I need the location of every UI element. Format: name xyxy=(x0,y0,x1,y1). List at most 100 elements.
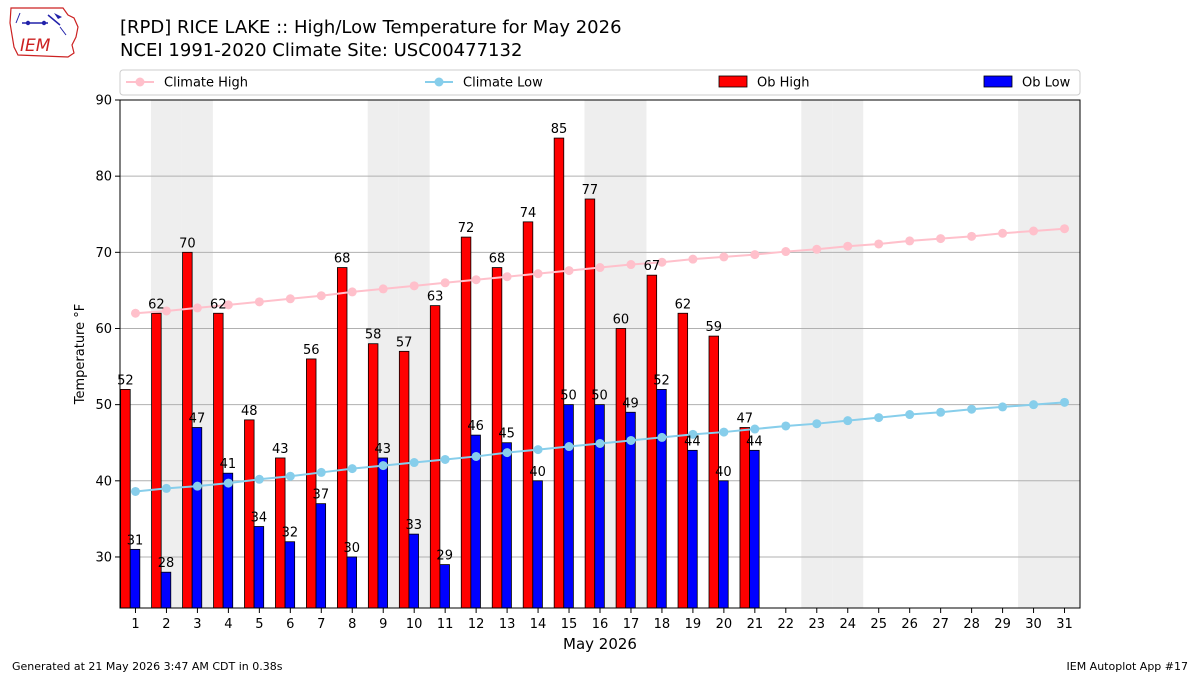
ob-low-label: 37 xyxy=(313,488,330,503)
x-tick-label: 24 xyxy=(839,617,856,632)
x-tick-label: 18 xyxy=(654,617,671,632)
ob-high-label: 62 xyxy=(210,297,227,312)
x-tick-label: 14 xyxy=(530,617,547,632)
data-labels: 52 62 70 62 48 43 56 68 58 57 63 72 68 74 85 77 60 67 62 59… xyxy=(117,122,763,571)
y-tick-label: 80 xyxy=(95,170,112,185)
climate-low-point xyxy=(750,424,760,434)
y-tick-label: 40 xyxy=(95,474,112,489)
legend: Climate High Climate Low Ob High Ob Low xyxy=(119,69,1081,96)
ob-low-label: 41 xyxy=(220,457,237,472)
ob-high-label: 47 xyxy=(737,411,754,426)
x-tick-label: 10 xyxy=(406,617,423,632)
x-tick-label: 15 xyxy=(561,617,578,632)
climate-high-point xyxy=(750,250,760,260)
climate-low-point xyxy=(254,474,264,484)
climate-low-point xyxy=(688,429,698,439)
climate-low-point xyxy=(347,464,357,474)
logo-text: IEM xyxy=(20,36,51,56)
climate-low-point xyxy=(161,483,171,493)
generated-footer: Generated at 21 May 2026 3:47 AM CDT in … xyxy=(12,660,283,673)
x-tick-label: 27 xyxy=(932,617,949,632)
climate-low-point xyxy=(967,404,977,414)
ob-low-bar xyxy=(594,404,605,609)
ob-low-label: 45 xyxy=(498,427,515,442)
x-tick-label: 2 xyxy=(162,617,170,632)
ob-low-bar xyxy=(346,556,357,609)
ob-low-bar xyxy=(160,571,172,609)
climate-low-point xyxy=(874,413,884,423)
ob-low-bar xyxy=(656,389,667,609)
x-tick-label: 3 xyxy=(193,617,201,632)
x-tick-label: 29 xyxy=(994,617,1011,632)
x-tick-label: 12 xyxy=(468,617,485,632)
climate-low-point xyxy=(223,478,233,488)
ob-low-label: 33 xyxy=(405,518,422,533)
climate-high-point xyxy=(130,308,140,318)
climate-high-point xyxy=(967,231,977,241)
climate-low-point xyxy=(843,416,853,426)
x-tick-label: 23 xyxy=(809,617,826,632)
ob-low-label: 52 xyxy=(653,373,670,388)
ob-high-bar xyxy=(553,137,565,609)
x-tick-label: 31 xyxy=(1056,617,1073,632)
ob-low-bar xyxy=(377,457,388,609)
ob-low-label: 47 xyxy=(189,411,206,426)
y-tick-label: 60 xyxy=(95,322,112,337)
climate-low-point xyxy=(564,442,574,452)
weekend-band xyxy=(1049,100,1080,608)
ob-low-label: 50 xyxy=(591,389,608,404)
legend-ob-high-label: Ob High xyxy=(757,76,810,91)
ob-high-label: 48 xyxy=(241,404,258,419)
x-tick-label: 19 xyxy=(685,617,702,632)
legend-ob-low-swatch xyxy=(983,75,1013,88)
climate-low-point xyxy=(905,410,915,420)
y-tick-label: 30 xyxy=(95,550,112,565)
x-tick-label: 22 xyxy=(778,617,795,632)
climate-low-point xyxy=(471,451,481,461)
ob-low-label: 29 xyxy=(436,549,453,564)
climate-high-point xyxy=(502,272,512,282)
ob-high-label: 68 xyxy=(489,252,506,267)
climate-low-point xyxy=(192,481,202,491)
weekend-band xyxy=(801,100,833,608)
climate-high-point xyxy=(192,303,202,313)
x-axis-label: May 2026 xyxy=(563,635,637,653)
climate-high-point xyxy=(533,269,543,279)
x-tick-label: 25 xyxy=(870,617,887,632)
climate-high-point xyxy=(688,254,698,264)
climate-high-point xyxy=(223,300,233,310)
legend-frame xyxy=(119,69,1081,96)
x-tick-label: 11 xyxy=(437,617,454,632)
ob-high-label: 62 xyxy=(675,297,692,312)
climate-low-point xyxy=(502,448,512,458)
x-tick-label: 13 xyxy=(499,617,516,632)
climate-high-point xyxy=(657,257,667,267)
ob-low-label: 31 xyxy=(127,533,144,548)
ob-high-bar xyxy=(739,427,750,609)
ob-high-bar xyxy=(182,251,193,609)
x-tick-label: 17 xyxy=(623,617,640,632)
climate-high-point xyxy=(843,241,853,251)
climate-low-point xyxy=(719,427,729,437)
x-tick-label: 7 xyxy=(317,617,325,632)
weekend-band xyxy=(1018,100,1050,608)
ob-low-bar xyxy=(253,526,265,609)
climate-high-point xyxy=(905,236,915,246)
climate-high-point xyxy=(1060,224,1070,234)
climate-high-point xyxy=(626,260,636,270)
climate-high-point xyxy=(936,234,946,244)
climate-low-point xyxy=(936,407,946,417)
ob-high-label: 56 xyxy=(303,343,320,358)
ob-high-bar xyxy=(367,343,379,609)
ob-low-label: 43 xyxy=(374,442,391,457)
climate-low-point xyxy=(316,467,326,477)
chart-title-line2: NCEI 1991-2020 Climate Site: USC00477132 xyxy=(120,40,523,61)
ob-low-bar xyxy=(315,503,327,609)
x-tick-label: 5 xyxy=(255,617,263,632)
x-tick-label: 20 xyxy=(716,617,733,632)
climate-high-point xyxy=(378,284,388,294)
climate-high-point xyxy=(409,281,419,291)
ob-high-label: 63 xyxy=(427,290,444,305)
ob-high-bar xyxy=(677,312,689,609)
ob-low-label: 30 xyxy=(344,541,361,556)
